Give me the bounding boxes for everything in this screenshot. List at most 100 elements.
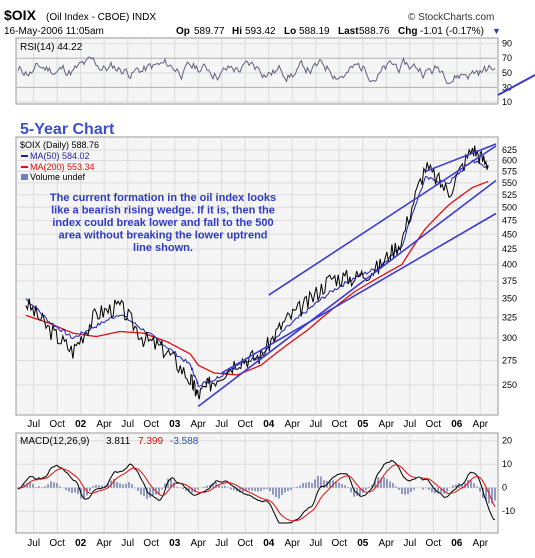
macd-histogram: [17, 475, 496, 504]
rsi-y-tick-label: 10: [502, 97, 512, 107]
x-axis-label-bottom: 02: [75, 538, 87, 549]
x-axis-label: Jul: [121, 419, 134, 430]
annotation-text: The current formation in the oil index l…: [50, 192, 276, 254]
trendline: [197, 179, 497, 408]
x-axis-label-bottom: Apr: [284, 538, 300, 549]
x-axis-label: Apr: [473, 419, 489, 430]
macd-panel: [15, 432, 499, 534]
rsi-y-tick-label: 50: [502, 68, 512, 78]
price-y-tick-label: 525: [502, 190, 517, 200]
x-axis-label: Jul: [403, 419, 416, 430]
x-axis-label: Oct: [426, 419, 442, 430]
annotation-line: area without breaking the lower uptrend: [58, 230, 267, 242]
hist-value: -3.588: [170, 436, 199, 447]
rsi-y-ticks: 90 70 50 30 10: [502, 39, 512, 107]
legend-ma50: MA(50) 584.02: [30, 151, 90, 161]
x-axis-label: 03: [169, 419, 181, 430]
source-watermark: © StockCharts.com: [408, 12, 494, 23]
price-y-tick-label: 475: [502, 215, 517, 225]
x-axis-label-bottom: Oct: [49, 538, 65, 549]
x-axis-label-bottom: Oct: [237, 538, 253, 549]
x-axis-label: Oct: [237, 419, 253, 430]
macd-y-tick-label: 10: [502, 459, 512, 469]
x-axis-labels: Jul Oct 02 Apr Jul Oct 03 Apr Jul Oct 04 Apr Jul Oct 0…: [27, 419, 489, 430]
rsi-grid: [17, 39, 497, 103]
annotation-line: The current formation in the oil index l…: [50, 192, 276, 204]
legend-price: $OIX (Daily) 588.76: [20, 140, 99, 150]
x-axis-label-bottom: Apr: [96, 538, 112, 549]
annotation-line: line shown.: [133, 242, 193, 254]
price-y-tick-label: 275: [502, 356, 517, 366]
x-axis-label: Apr: [96, 419, 112, 430]
x-axis-label: Oct: [331, 419, 347, 430]
macd-legend-label: MACD(12,26,9): [20, 436, 89, 447]
chg-value: -1.01 (-0.17%): [420, 26, 484, 37]
x-axis-label: 02: [75, 419, 87, 430]
x-axis-label: 06: [451, 419, 463, 430]
chart-title: 5-Year Chart: [20, 121, 115, 138]
high-value: 593.42: [245, 26, 276, 37]
price-y-tick-label: 300: [502, 333, 517, 343]
header-date: 16-May-2006 11:05am: [4, 26, 104, 37]
rsi-line: [17, 56, 496, 85]
rsi-y-tick-label: 30: [502, 82, 512, 92]
trendline: [268, 145, 497, 296]
rsi-y-tick-label: 90: [502, 39, 512, 49]
price-y-tick-label: 325: [502, 313, 517, 323]
price-y-tick-label: 625: [502, 145, 517, 155]
high-label: Hi: [232, 26, 242, 37]
rsi-panel: [15, 37, 499, 105]
series-line-ma-200-: [25, 180, 489, 376]
x-axis-labels-bottom: Jul Oct 02 Apr Jul Oct 03 Apr Jul Oct 04 Apr Jul Oct 0…: [27, 538, 489, 549]
header-symbol: $OIX: [4, 7, 37, 23]
price-y-tick-label: 250: [502, 380, 517, 390]
x-axis-label-bottom: Apr: [473, 538, 489, 549]
x-axis-label-bottom: 04: [263, 538, 275, 549]
legend-ma200: MA(200) 553.34: [30, 162, 95, 172]
legend-volume-swatch: [21, 174, 28, 180]
x-axis-label-bottom: Jul: [215, 538, 228, 549]
x-axis-label-bottom: 03: [169, 538, 181, 549]
price-y-tick-label: 500: [502, 202, 517, 212]
header-name: (Oil Index - CBOE) INDX: [46, 12, 156, 23]
price-y-tick-label: 600: [502, 156, 517, 166]
price-y-tick-label: 450: [502, 229, 517, 239]
x-axis-label: Apr: [379, 419, 395, 430]
x-axis-label: 04: [263, 419, 275, 430]
trendline: [425, 143, 497, 173]
x-axis-label-bottom: Apr: [190, 538, 206, 549]
macd-y-tick-label: 20: [502, 436, 512, 446]
x-axis-label-bottom: Oct: [426, 538, 442, 549]
price-y-tick-label: 425: [502, 244, 517, 254]
chg-down-arrow-icon: ▼: [492, 26, 501, 36]
price-y-tick-label: 400: [502, 259, 517, 269]
low-value: 588.19: [299, 26, 330, 37]
last-label: Last: [338, 26, 359, 37]
series-line-ma-50-: [25, 159, 489, 387]
macd-y-tick-label: 0: [502, 483, 507, 493]
x-axis-label-bottom: Jul: [27, 538, 40, 549]
macd-y-tick-label: -10: [502, 506, 515, 516]
macd-line: [17, 459, 496, 524]
signal-line: [17, 464, 496, 522]
annotation-line: index could break lower and fall to the …: [52, 217, 273, 229]
price-y-tick-label: 575: [502, 166, 517, 176]
x-axis-label-bottom: Jul: [121, 538, 134, 549]
signal-value: 7.399: [138, 436, 163, 447]
trendline-extension: [497, 74, 535, 96]
x-axis-label-bottom: 05: [357, 538, 369, 549]
x-axis-label: Jul: [215, 419, 228, 430]
x-axis-label: Apr: [284, 419, 300, 430]
price-y-tick-label: 375: [502, 276, 517, 286]
chg-label: Chg: [398, 26, 417, 37]
trendline: [221, 212, 497, 374]
x-axis-label-bottom: Apr: [379, 538, 395, 549]
x-axis-label: Jul: [27, 419, 40, 430]
rsi-legend: RSI(14) 44.22: [20, 42, 83, 53]
annotation-line: like a bearish rising wedge. If it is, t…: [51, 205, 275, 217]
trendlines: [197, 143, 497, 408]
x-axis-label-bottom: Oct: [143, 538, 159, 549]
x-axis-label: Apr: [190, 419, 206, 430]
